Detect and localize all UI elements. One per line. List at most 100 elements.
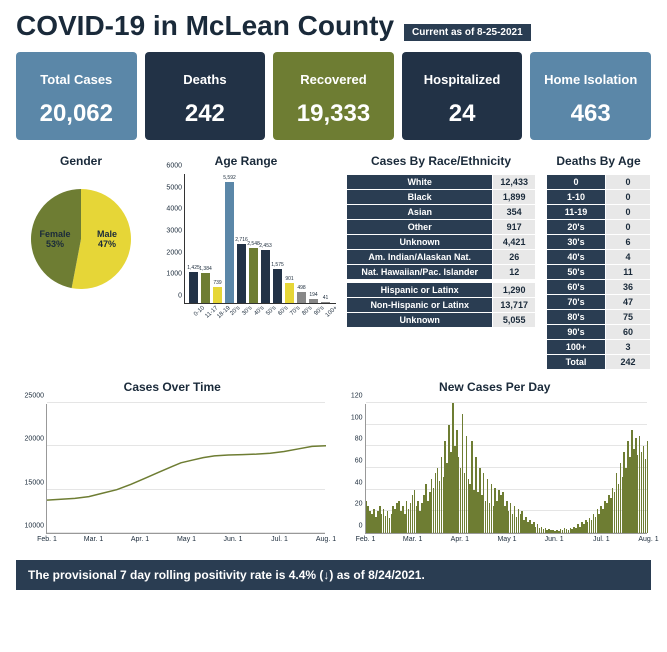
table-row: 80's75 (547, 310, 651, 325)
stat-value: 20,062 (20, 100, 133, 128)
stat-row: Total Cases 20,062 Deaths242 Recovered 19,33… (16, 52, 651, 140)
deaths-value: 75 (606, 310, 651, 325)
deaths-title: Deaths By Age (546, 154, 651, 168)
table-row: Unknown5,055 (347, 313, 536, 328)
age-bar (261, 250, 270, 303)
age-section: Age Range 01000200030004000500060001,425… (156, 154, 336, 370)
deaths-value: 242 (606, 355, 651, 370)
ncpd-bar (647, 441, 649, 533)
deaths-value: 0 (606, 175, 651, 190)
date-badge: Current as of 8-25-2021 (404, 24, 531, 41)
svg-text:47%: 47% (98, 239, 116, 249)
table-row: Am. Indian/Alaskan Nat.26 (347, 250, 536, 265)
table-row: White12,433 (347, 175, 536, 190)
table-row: Unknown4,421 (347, 235, 536, 250)
deaths-label: 11-19 (547, 205, 606, 220)
deaths-label: 70's (547, 295, 606, 310)
deaths-by-age-section: Deaths By Age 001-10011-19020's030's640'… (546, 154, 651, 370)
race-value: 1,290 (493, 283, 536, 298)
deaths-label: 20's (547, 220, 606, 235)
race-label: Other (347, 220, 493, 235)
age-bar-chart: 01000200030004000500060001,4250-101,3841… (156, 174, 336, 324)
race-table: White12,433Black1,899Asian354Other917Unk… (346, 174, 536, 328)
age-bar (201, 273, 210, 303)
age-bar (237, 244, 246, 303)
deaths-label: Total (547, 355, 606, 370)
race-value: 12 (493, 265, 536, 280)
cases-over-time-section: Cases Over Time 10000150002000025000Feb.… (16, 380, 329, 550)
race-label: Hispanic or Latinx (347, 283, 493, 298)
gender-title: Gender (16, 154, 146, 168)
stat-card: Deaths242 (145, 52, 266, 140)
svg-text:53%: 53% (46, 239, 64, 249)
deaths-label: 100+ (547, 340, 606, 355)
new-cases-chart: 020406080100120Feb. 1Mar. 1Apr. 1May 1Ju… (339, 400, 652, 550)
footer-bar: The provisional 7 day rolling positivity… (16, 560, 651, 590)
race-section: Cases By Race/Ethnicity White12,433Black… (346, 154, 536, 370)
deaths-label: 50's (547, 265, 606, 280)
table-row: 40's4 (547, 250, 651, 265)
page-title: COVID-19 in McLean County (16, 10, 394, 42)
table-row: Black1,899 (347, 190, 536, 205)
stat-card: Home Isolation463 (530, 52, 651, 140)
stat-value: 463 (534, 100, 647, 128)
deaths-label: 30's (547, 235, 606, 250)
stat-label: Total Cases (20, 64, 133, 96)
deaths-value: 6 (606, 235, 651, 250)
table-row: 20's0 (547, 220, 651, 235)
table-row: Other917 (347, 220, 536, 235)
table-row: 70's47 (547, 295, 651, 310)
race-label: Unknown (347, 235, 493, 250)
table-row: Hispanic or Latinx1,290 (347, 283, 536, 298)
deaths-value: 36 (606, 280, 651, 295)
gender-pie-chart: Female53% Male47% (16, 174, 146, 304)
deaths-value: 3 (606, 340, 651, 355)
race-value: 26 (493, 250, 536, 265)
deaths-value: 11 (606, 265, 651, 280)
deaths-label: 60's (547, 280, 606, 295)
ncpd-title: New Cases Per Day (339, 380, 652, 394)
age-bar (285, 283, 294, 303)
age-bar (321, 302, 330, 303)
race-value: 354 (493, 205, 536, 220)
table-row: Nat. Hawaiian/Pac. Islander12 (347, 265, 536, 280)
svg-text:Female: Female (39, 229, 70, 239)
table-row: 30's6 (547, 235, 651, 250)
race-label: Nat. Hawaiian/Pac. Islander (347, 265, 493, 280)
stat-label: Recovered (277, 64, 390, 96)
deaths-label: 0 (547, 175, 606, 190)
age-bar (297, 292, 306, 303)
race-title: Cases By Race/Ethnicity (346, 154, 536, 168)
table-row: Asian354 (347, 205, 536, 220)
new-cases-section: New Cases Per Day 020406080100120Feb. 1M… (339, 380, 652, 550)
age-bar (249, 248, 258, 303)
stat-value: 24 (406, 100, 519, 128)
race-value: 1,899 (493, 190, 536, 205)
age-bar (225, 182, 234, 303)
race-label: Black (347, 190, 493, 205)
deaths-label: 90's (547, 325, 606, 340)
table-row: 50's11 (547, 265, 651, 280)
race-value: 4,421 (493, 235, 536, 250)
race-value: 13,717 (493, 298, 536, 313)
table-row: 1-100 (547, 190, 651, 205)
stat-label: Deaths (149, 64, 262, 96)
header: COVID-19 in McLean County Current as of … (16, 10, 651, 42)
race-value: 5,055 (493, 313, 536, 328)
age-bar (309, 299, 318, 303)
race-label: Am. Indian/Alaskan Nat. (347, 250, 493, 265)
race-label: White (347, 175, 493, 190)
age-bar (213, 287, 222, 303)
table-row: 60's36 (547, 280, 651, 295)
svg-text:Male: Male (97, 229, 117, 239)
stat-value: 19,333 (277, 100, 390, 128)
deaths-value: 0 (606, 205, 651, 220)
cases-over-time-chart: 10000150002000025000Feb. 1Mar. 1Apr. 1Ma… (16, 400, 329, 550)
race-value: 12,433 (493, 175, 536, 190)
table-row: Non-Hispanic or Latinx13,717 (347, 298, 536, 313)
deaths-value: 4 (606, 250, 651, 265)
deaths-value: 60 (606, 325, 651, 340)
stat-card: Total Cases 20,062 (16, 52, 137, 140)
deaths-label: 40's (547, 250, 606, 265)
age-bar (273, 269, 282, 303)
